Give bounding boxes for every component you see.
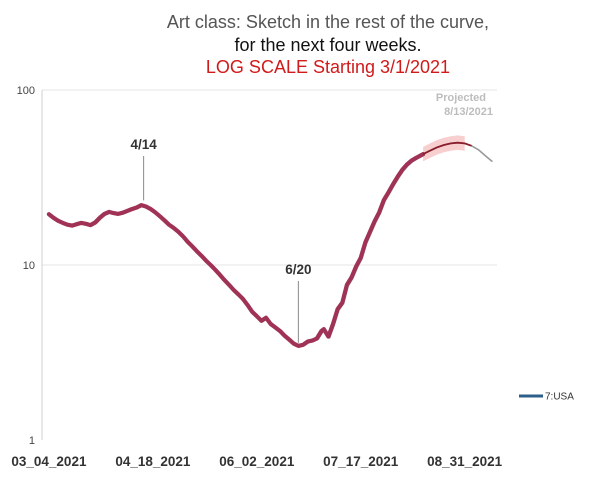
projection-band — [423, 135, 465, 162]
y-tick-label: 1 — [29, 435, 35, 447]
series-usa-line — [46, 152, 426, 348]
title-line-3: LOG SCALE Starting 3/1/2021 — [206, 57, 450, 77]
x-tick-label: 04_18_2021 — [115, 454, 191, 469]
axes: 1 10 100 03_04_2021 04_18_2021 06_02_2021 07_1… — [11, 85, 502, 469]
series-lines — [46, 141, 493, 348]
projection-center-line — [422, 141, 472, 155]
title-line-1: Art class: Sketch in the rest of the cur… — [167, 12, 489, 32]
projection-date: 8/13/2021 — [444, 106, 493, 118]
x-tick-label: 06_02_2021 — [219, 454, 295, 469]
gridlines — [42, 89, 497, 266]
y-tick-label: 10 — [23, 260, 35, 272]
annotations: 4/14 6/20 — [130, 137, 312, 343]
title-line-2: for the next four weeks. — [234, 35, 421, 55]
annotation-label: 4/14 — [130, 137, 157, 152]
x-tick-label: 07_17_2021 — [323, 454, 399, 469]
projection-note: Projected 8/13/2021 — [436, 92, 493, 118]
chart-title: Art class: Sketch in the rest of the cur… — [167, 12, 489, 77]
y-tick-label: 100 — [17, 85, 35, 97]
legend: 7:USA — [519, 392, 574, 403]
x-tick-label: 08_31_2021 — [427, 454, 503, 469]
projection-label: Projected — [436, 92, 486, 104]
projection-band-area — [423, 135, 465, 162]
annotation-label: 6/20 — [285, 262, 311, 277]
legend-label-usa: 7:USA — [545, 392, 574, 403]
x-tick-label: 03_04_2021 — [11, 454, 87, 469]
series-usa-shadow — [50, 154, 425, 348]
